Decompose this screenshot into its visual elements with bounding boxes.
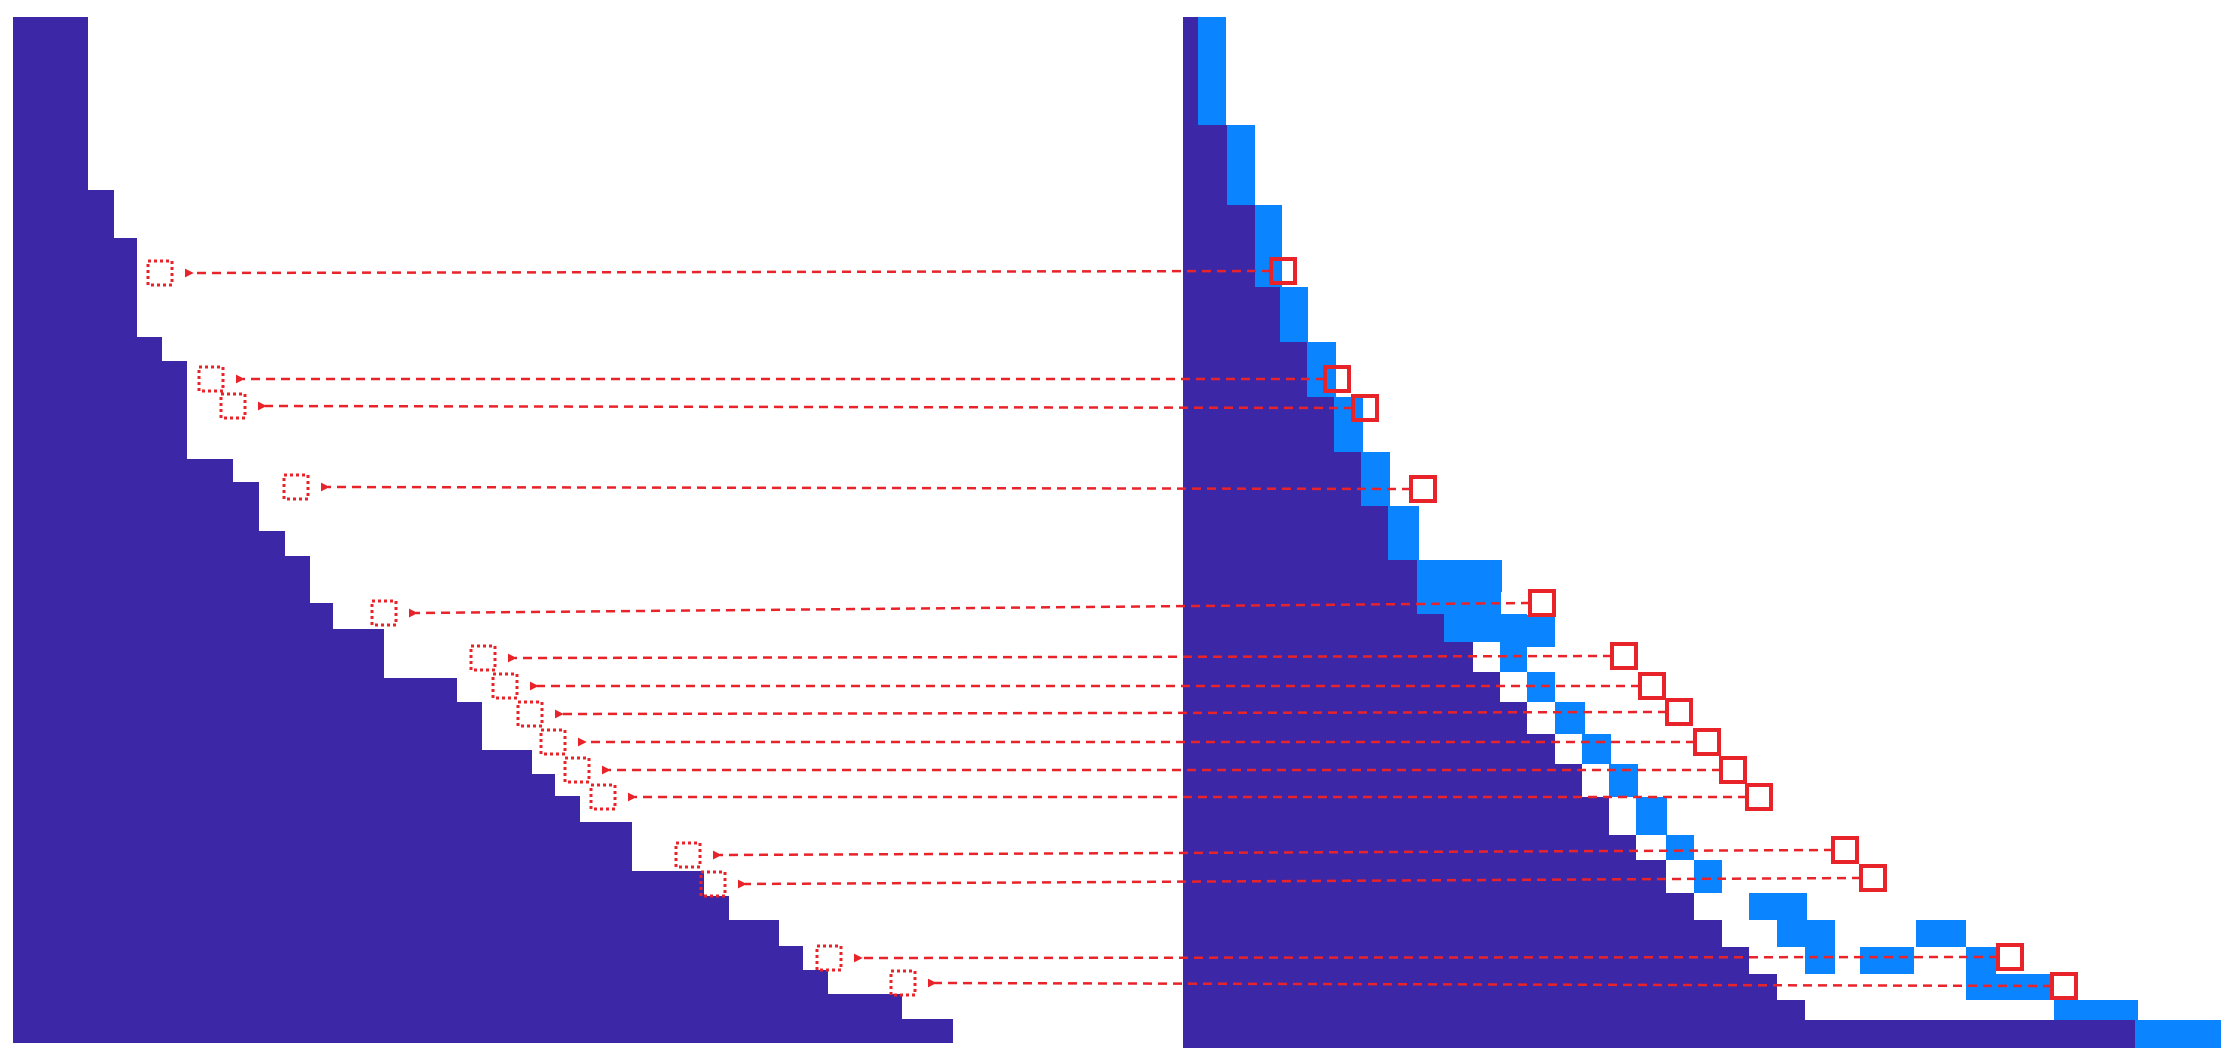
source-highlight-square [1528,589,1556,617]
boundary-cell [1966,947,1996,1000]
mapping-arrow [257,401,1354,411]
source-highlight-square [1831,836,1859,864]
target-dotted-square [589,783,617,811]
source-highlight-square [1996,943,2024,971]
mapping-arrow [320,482,1412,492]
mapping-arrow [408,601,1531,618]
mapping-arrow [554,709,1668,719]
boundary-cell [1582,734,1611,764]
source-highlight-square [1719,756,1747,784]
right-staircase-group [1183,17,2221,1048]
source-highlight-square [1665,698,1693,726]
mapping-arrow [184,268,1272,278]
boundary-cell [1916,920,1966,947]
target-dotted-square [815,944,843,972]
source-highlight-square [1745,783,1773,811]
boundary-cell [2054,1000,2138,1020]
left-staircase-region [13,17,953,1043]
boundary-cell [1749,893,1807,920]
boundary-cell [1555,702,1585,734]
source-highlight-square [1638,672,1666,700]
boundary-cell [1307,342,1336,397]
target-dotted-square [699,870,727,898]
right-staircase-region [1183,17,2135,1048]
boundary-cell [1666,835,1694,860]
mapping-arrows [184,268,2053,988]
target-dotted-square [370,599,398,627]
boundary-cell [1255,205,1282,287]
target-dotted-square [539,728,567,756]
target-squares [146,259,917,997]
boundary-cell [1361,452,1390,506]
mapping-arrow [853,953,1999,963]
boundary-cell [1527,615,1555,647]
boundary-cell [1444,560,1502,592]
source-highlight-square [1859,864,1887,892]
mapping-arrow [927,978,2053,988]
target-dotted-square [516,700,544,728]
boundary-cell [1388,506,1419,560]
boundary-cell [1636,797,1667,835]
boundary-cell [1198,17,1226,125]
target-dotted-square [146,259,174,287]
target-dotted-square [889,969,917,997]
target-dotted-square [491,672,519,700]
boundary-cell [1860,947,1914,974]
target-dotted-square [282,473,310,501]
target-dotted-square [197,365,225,393]
target-dotted-square [469,644,497,672]
mapping-arrow [737,876,1862,889]
boundary-cell [2135,1020,2221,1048]
boundary-cell [1777,920,1807,947]
boundary-cell [1473,614,1527,642]
source-highlight-square [1610,642,1638,670]
boundary-cell [1334,397,1363,452]
target-dotted-square [219,392,247,420]
target-dotted-square [674,841,702,869]
boundary-cell [1805,920,1835,974]
boundary-cell [1694,860,1722,893]
mapping-arrow [507,653,1613,663]
source-highlight-square [2050,972,2078,1000]
boundary-cell [1227,125,1255,205]
source-highlight-square [1409,475,1437,503]
boundary-cell [1280,287,1308,342]
target-dotted-square [563,756,591,784]
mapping-arrow [712,848,1834,860]
boundary-cell [1417,560,1446,614]
source-highlight-square [1693,728,1721,756]
